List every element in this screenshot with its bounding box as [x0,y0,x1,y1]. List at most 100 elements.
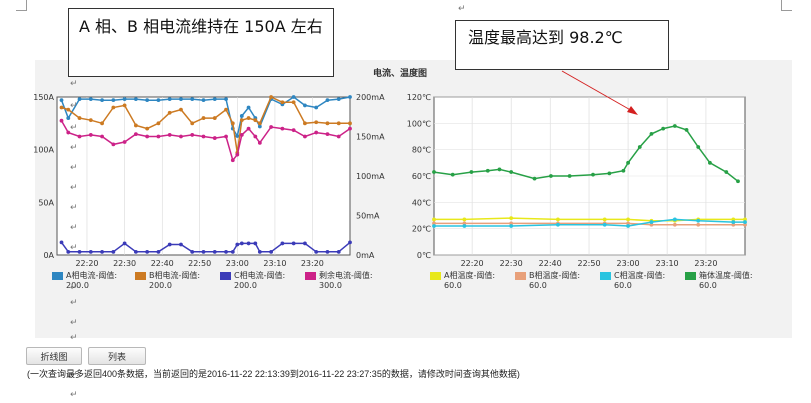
data-point-phase_a [66,116,71,120]
data-point-phase_a [348,95,352,99]
data-point-cabinet [708,160,712,165]
data-point-cabinet [626,160,630,165]
paragraph-mark: ↵ [70,163,78,173]
data-point-residual [190,133,195,137]
x-tick-label: 22:30 [113,259,136,268]
data-point-temp_b [672,222,677,227]
data-point-phase_c [145,249,150,254]
data-point-residual [212,136,217,140]
legend-label: A相电流-阈值: [66,270,117,280]
page-corner-mark [16,0,27,11]
data-point-temp_a [626,217,630,222]
data-point-phase_a [257,124,262,129]
legend-label: 60.0 [699,281,717,290]
data-point-phase_a [156,98,161,103]
data-point-cabinet [649,131,654,136]
data-point-temp_a [509,216,514,221]
data-point-phase_b [167,110,172,115]
data-point-residual [303,134,307,139]
data-point-phase_a [239,114,244,118]
x-tick-label: 23:20 [694,259,717,268]
data-point-temp_b [432,221,436,226]
data-point-residual [133,132,138,137]
data-point-temp_a [602,217,607,222]
paragraph-mark: ↵ [70,101,78,111]
data-point-residual [314,130,319,135]
data-point-phase_a [190,97,195,102]
data-point-phase_a [145,98,150,103]
data-point-phase_b [156,121,161,126]
legend-label: 60.0 [529,281,547,290]
data-point-residual [122,140,127,144]
data-point-phase_b [239,118,244,123]
data-point-temp_c [462,224,467,228]
data-point-cabinet [567,174,572,178]
data-point-phase_c [179,242,183,247]
data-point-phase_a [201,98,206,103]
paragraph-mark: ↵ [70,79,78,89]
data-point-phase_b [133,123,138,128]
data-point-phase_b [201,116,206,120]
series-line-phase_c [60,241,351,253]
data-point-phase_c [111,249,116,254]
paragraph-mark: ↵ [70,370,78,380]
data-point-temp_a [556,217,560,222]
legend-swatch-phase_a [52,272,63,280]
x-tick-label: 23:00 [617,259,640,268]
data-point-temp_c [509,224,514,228]
data-point-phase_b [77,116,82,120]
annotation-temperature: 温度最高达到 98.2℃ [455,20,669,70]
data-point-phase_c [59,240,64,245]
data-point-phase_c [336,249,341,254]
list-button[interactable]: 列表 [88,347,146,365]
data-point-phase_b [280,100,285,105]
legend-label: C相温度-阈值: [614,270,665,280]
data-point-temp_c [696,218,701,223]
data-point-temp_b [731,222,736,227]
data-point-cabinet [672,124,677,128]
data-point-phase_c [291,241,296,246]
data-point-temp_b [696,222,701,227]
data-point-cabinet [497,167,502,172]
data-point-temp_a [731,217,736,222]
data-point-temp_c [556,222,560,227]
data-point-phase_b [111,105,116,110]
data-point-cabinet [736,179,740,184]
data-point-phase_b [314,120,319,125]
data-point-phase_b [246,116,251,120]
data-point-residual [145,134,150,139]
data-point-residual [88,133,93,137]
data-point-cabinet [661,126,666,131]
annotation-arrowhead [627,106,638,115]
data-point-phase_c [66,249,71,254]
paragraph-mark: ↵ [70,223,78,233]
data-point-phase_c [348,240,352,245]
annotation-current: A 相、B 相电流维持在 150A 左右 [68,8,334,77]
paragraph-mark: ↵ [70,123,78,133]
y-tick-label: 120℃ [407,93,431,102]
legend-swatch-temp_b [515,272,526,280]
data-point-phase_a [291,95,296,99]
data-point-temp_b [509,221,514,226]
data-point-phase_c [314,249,319,254]
data-point-phase_c [257,249,262,254]
plot-frame-1 [56,96,351,256]
data-point-residual [66,130,71,135]
line-chart-button[interactable]: 折线图 [26,347,82,365]
x-tick-label: 23:20 [301,259,324,268]
series-line-phase_a [60,96,351,138]
data-point-cabinet [509,170,514,174]
data-point-temp_b [743,222,747,227]
paragraph-mark: ↵ [70,243,78,253]
data-point-residual [325,132,330,137]
data-point-temp_b [649,222,654,227]
data-point-phase_b [336,121,341,126]
data-point-cabinet [637,145,642,149]
data-point-phase_b [291,100,296,105]
data-point-residual [167,133,172,137]
y-tick-label: 20℃ [412,225,431,234]
x-tick-label: 22:40 [539,259,562,268]
data-point-cabinet [469,170,474,174]
paragraph-mark: ↵ [70,298,78,308]
